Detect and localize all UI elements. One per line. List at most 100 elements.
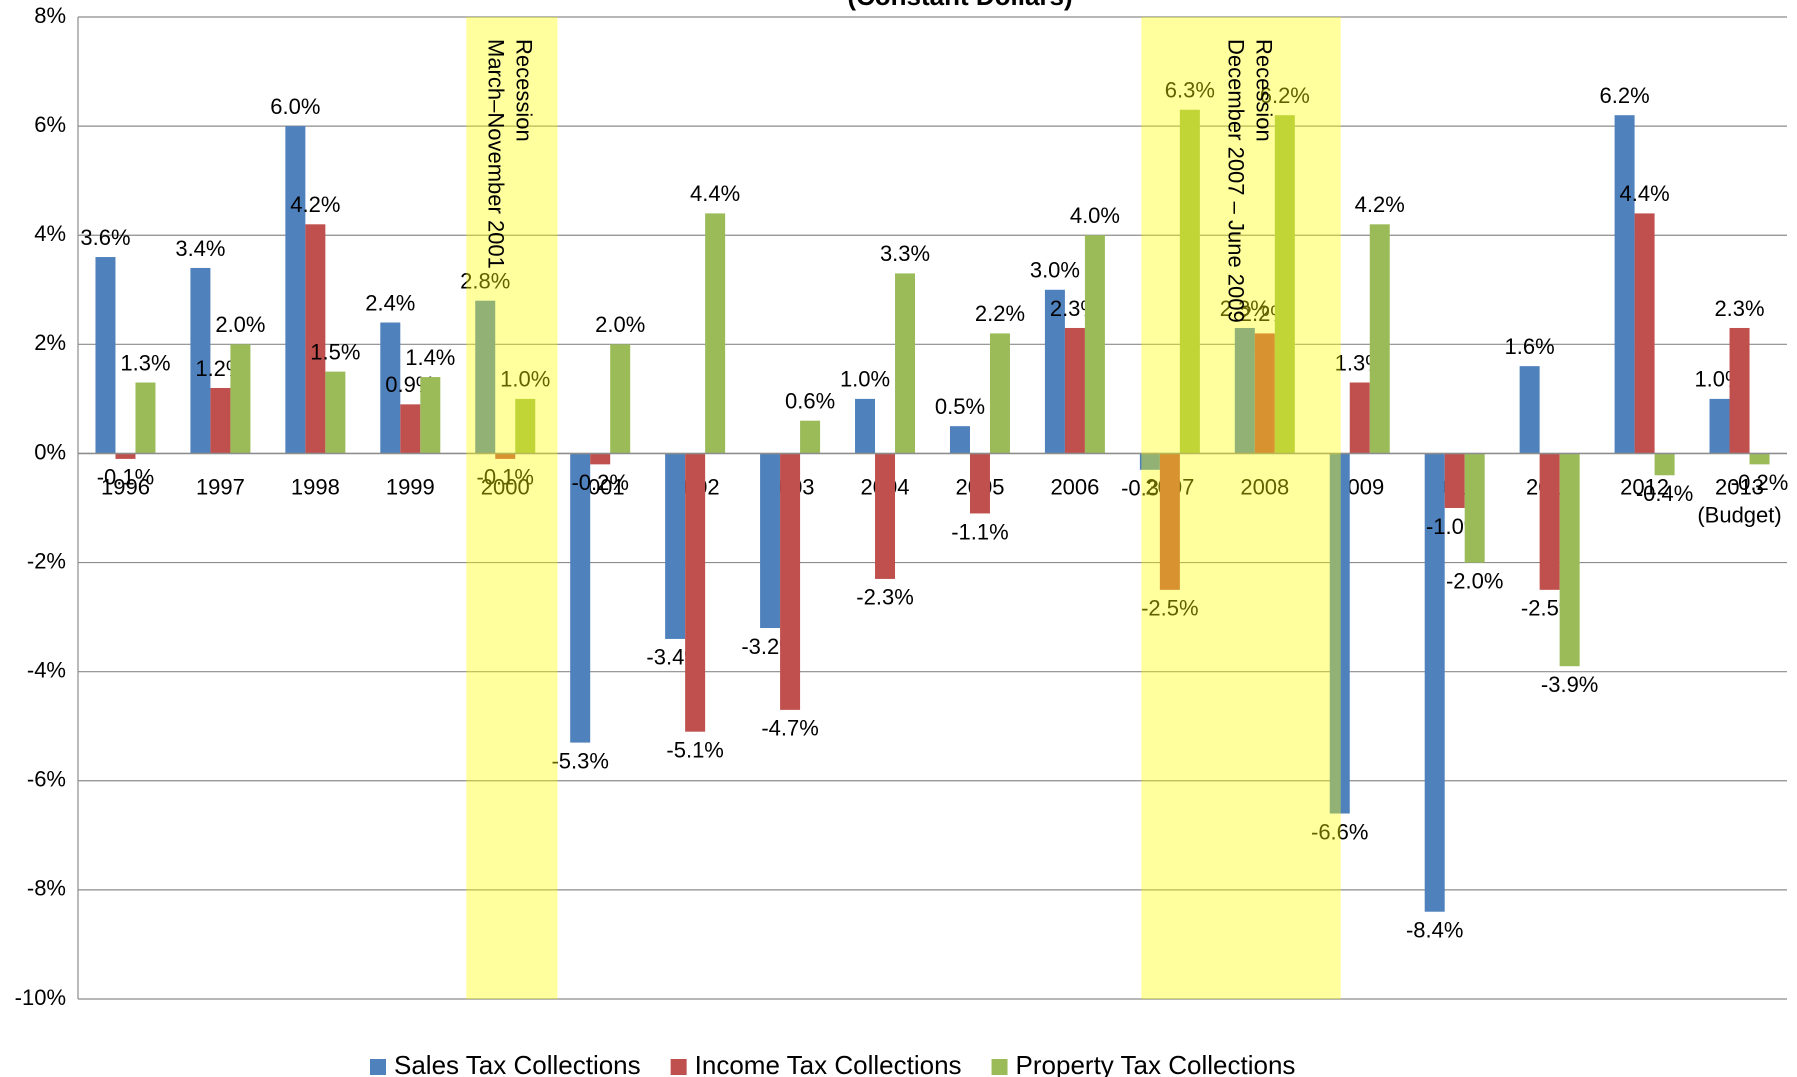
bar — [1159, 453, 1180, 590]
x-tick-label: 2006 — [1050, 474, 1099, 499]
legend-swatch — [991, 1059, 1008, 1075]
data-label: 3.0% — [1030, 258, 1080, 283]
y-tick-label: -6% — [27, 767, 66, 792]
bar — [760, 453, 781, 629]
data-label: -0.2% — [1731, 470, 1788, 495]
data-label: 6.2% — [1260, 83, 1310, 108]
data-label: 4.2% — [290, 192, 340, 217]
data-label: 4.0% — [1070, 203, 1120, 228]
data-label: -0.1% — [97, 465, 154, 490]
data-label: 4.4% — [690, 181, 740, 206]
data-label: 1.3% — [120, 350, 170, 375]
x-tick-label: 2013 (Budget) — [1697, 474, 1781, 527]
data-label: 0.5% — [935, 394, 985, 419]
y-tick-label: 8% — [34, 3, 66, 28]
data-label: 1.6% — [1505, 334, 1555, 359]
bar — [1179, 109, 1200, 454]
bar — [515, 398, 536, 454]
bar — [1064, 327, 1085, 454]
data-label: 1.5% — [310, 339, 360, 364]
data-label: 2.2% — [975, 301, 1025, 326]
data-label: -2.3% — [856, 585, 913, 610]
annotation-text: December 2007 – June 2009 — [1224, 39, 1249, 323]
bar — [1139, 453, 1160, 470]
bar — [1729, 327, 1750, 454]
data-label: 4.2% — [1355, 192, 1405, 217]
bar — [875, 453, 896, 579]
legend-swatch — [370, 1059, 386, 1075]
bar — [1559, 453, 1580, 667]
data-label: 2.4% — [365, 290, 415, 315]
bar — [475, 300, 496, 454]
bar — [305, 224, 326, 454]
bar — [855, 398, 876, 454]
y-tick-label: -10% — [15, 985, 66, 1010]
y-tick-label: 0% — [34, 439, 66, 464]
bar — [1084, 235, 1105, 454]
bar — [1539, 453, 1560, 590]
data-label: -4.7% — [761, 716, 818, 741]
data-label: 2.3% — [1220, 296, 1270, 321]
data-label: -0.2% — [571, 470, 628, 495]
bar — [380, 322, 401, 454]
data-label: -3.9% — [1541, 672, 1598, 697]
bar — [1349, 382, 1370, 454]
bar — [895, 273, 916, 454]
bar — [1254, 333, 1275, 454]
annotation-text: Recession — [512, 39, 537, 142]
data-label: 2.0% — [215, 312, 265, 337]
bar — [1519, 366, 1540, 454]
bar — [210, 387, 231, 454]
bar — [285, 126, 306, 454]
bar — [1044, 289, 1065, 454]
bar — [1709, 398, 1730, 454]
chart-title: (Constant Dollars) — [847, 0, 1072, 11]
recession-shade — [466, 17, 558, 999]
data-label: 3.3% — [880, 241, 930, 266]
bar — [949, 426, 970, 454]
data-label: 6.3% — [1165, 78, 1215, 103]
bar — [570, 453, 591, 743]
bar — [989, 333, 1010, 454]
data-label: -5.3% — [551, 748, 608, 773]
bar — [400, 404, 421, 454]
y-tick-label: 4% — [34, 221, 66, 246]
data-label: 6.0% — [270, 94, 320, 119]
bar — [115, 453, 136, 459]
bar — [1634, 213, 1655, 454]
x-tick-label: 2012 — [1620, 474, 1669, 499]
bar — [665, 453, 686, 639]
bar — [495, 453, 516, 459]
data-label: 0.6% — [785, 389, 835, 414]
data-label: 2.3% — [1714, 296, 1764, 321]
bar — [800, 420, 821, 454]
data-label: -2.0% — [1446, 568, 1503, 593]
x-tick-label: 1999 — [386, 474, 435, 499]
data-label: -1.1% — [951, 519, 1008, 544]
recession-shade — [1141, 17, 1341, 999]
data-label: 2.0% — [595, 312, 645, 337]
bar — [1464, 453, 1485, 563]
bar — [420, 377, 441, 454]
data-label: -2.5% — [1141, 596, 1198, 621]
y-tick-label: -2% — [27, 548, 66, 573]
bar — [1369, 224, 1390, 454]
data-label: 2.8% — [460, 269, 510, 294]
bar — [1444, 453, 1465, 508]
bar — [1749, 453, 1770, 465]
data-label: 1.4% — [405, 345, 455, 370]
bar — [95, 257, 116, 454]
x-tick-label: 2008 — [1240, 474, 1289, 499]
data-label: -8.4% — [1406, 918, 1463, 943]
data-label: 1.0% — [840, 367, 890, 392]
annotation-text: Recession — [1252, 39, 1277, 142]
data-label: -0.1% — [477, 465, 534, 490]
legend-label: Sales Tax Collections — [394, 1050, 641, 1077]
bar — [1614, 115, 1635, 454]
data-label: -6.6% — [1311, 819, 1368, 844]
bar — [590, 453, 611, 465]
legend-label: Income Tax Collections — [695, 1050, 962, 1077]
legend-swatch — [670, 1059, 687, 1075]
bar — [325, 371, 346, 454]
